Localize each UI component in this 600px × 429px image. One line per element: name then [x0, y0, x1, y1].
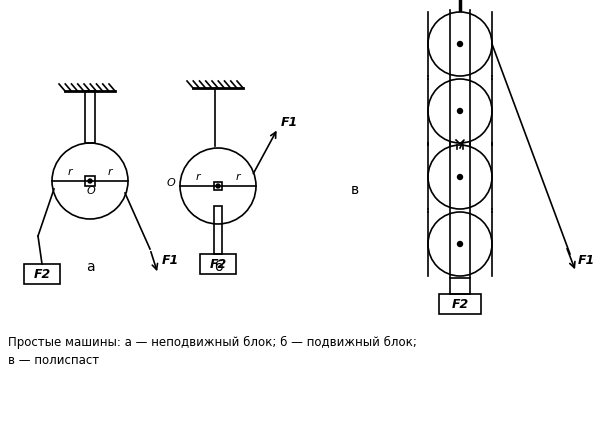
Bar — [85, 91, 95, 143]
Circle shape — [458, 109, 463, 114]
Text: в — полиспаст: в — полиспаст — [8, 354, 99, 367]
Bar — [24, 264, 60, 284]
Text: в: в — [351, 183, 359, 197]
Text: F1: F1 — [162, 254, 179, 267]
Text: O: O — [86, 186, 95, 196]
Bar — [200, 254, 236, 274]
Bar — [450, 278, 470, 294]
Bar — [439, 294, 481, 314]
Circle shape — [458, 175, 463, 179]
Text: F2: F2 — [209, 257, 227, 271]
Text: O: O — [167, 178, 175, 188]
Bar — [214, 182, 222, 190]
Text: F1: F1 — [281, 116, 298, 129]
Text: r: r — [235, 172, 240, 182]
Text: б: б — [214, 260, 223, 274]
Text: r: r — [68, 167, 73, 177]
Circle shape — [458, 242, 463, 247]
Text: r: r — [107, 167, 112, 177]
Text: F2: F2 — [451, 297, 469, 311]
Text: а: а — [86, 260, 94, 274]
Text: F1: F1 — [578, 254, 595, 267]
Text: r: r — [196, 172, 200, 182]
Bar — [214, 206, 222, 254]
Bar — [85, 176, 95, 186]
Circle shape — [88, 179, 92, 183]
Text: F2: F2 — [34, 268, 50, 281]
Circle shape — [216, 184, 220, 188]
Circle shape — [458, 42, 463, 46]
Text: Простые машины: а — неподвижный блок; б — подвижный блок;: Простые машины: а — неподвижный блок; б … — [8, 336, 417, 349]
